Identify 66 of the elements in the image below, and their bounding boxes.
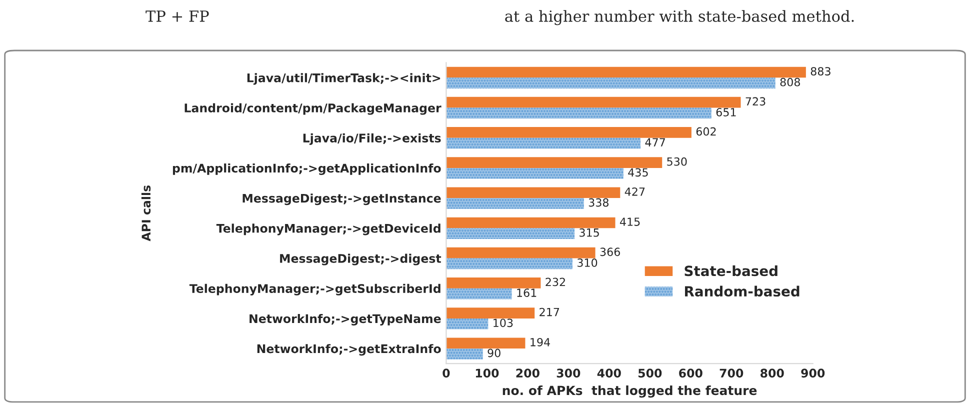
bar — [446, 308, 535, 318]
bar — [446, 288, 512, 300]
legend-label: Random-based — [685, 286, 800, 297]
x-tick-label: 700 — [720, 368, 744, 378]
data-label: 315 — [580, 228, 599, 237]
data-label: 477 — [645, 138, 665, 146]
bar — [446, 168, 624, 179]
y-tick-label: NetworkInfo;->getTypeName — [250, 314, 441, 326]
data-label: 217 — [540, 308, 560, 316]
bar — [446, 228, 575, 239]
bar — [446, 127, 692, 138]
bar — [446, 258, 572, 270]
y-axis-title: API calls — [141, 185, 151, 242]
x-tick-label: 200 — [516, 368, 540, 378]
y-tick-label: Ljava/io/File;->exists — [303, 133, 441, 145]
legend-label: State-based — [684, 265, 778, 276]
bar — [446, 247, 596, 258]
data-label: 427 — [624, 187, 645, 196]
y-tick-label: Landroid/content/pm/PackageManager — [184, 103, 442, 115]
data-label: 602 — [696, 127, 716, 136]
text: at a higher number with state-based method. — [505, 10, 854, 26]
x-tick-label: 900 — [801, 368, 825, 378]
data-label: 808 — [780, 78, 800, 86]
bar — [446, 318, 488, 330]
data-label: 435 — [628, 168, 648, 177]
data-label: 651 — [716, 108, 736, 116]
data-label: 366 — [600, 248, 620, 256]
data-label: 232 — [546, 278, 565, 286]
data-label: 530 — [667, 157, 687, 166]
data-label: 161 — [517, 288, 536, 297]
data-label: 338 — [588, 198, 609, 207]
x-tick-label: 0 — [442, 368, 450, 378]
y-tick-label: MessageDigest;->digest — [280, 254, 442, 266]
bar — [446, 138, 641, 149]
x-tick-label: 300 — [556, 368, 580, 378]
data-label: 723 — [746, 97, 766, 106]
bar — [446, 187, 620, 198]
bar — [446, 198, 584, 209]
x-tick-label: 100 — [476, 368, 499, 378]
data-label: 90 — [488, 348, 500, 358]
bar — [446, 66, 806, 78]
x-axis-title: no. of APKs that logged the feature — [502, 385, 757, 398]
data-label: 415 — [620, 218, 640, 226]
x-tick-label: 500 — [638, 368, 662, 378]
data-label: 883 — [810, 67, 830, 76]
x-tick-label: 600 — [679, 368, 702, 378]
data-label: 194 — [530, 338, 550, 346]
bar — [446, 348, 483, 360]
data-label: 310 — [578, 258, 598, 267]
bar — [446, 108, 712, 119]
bar — [446, 78, 776, 89]
bar — [446, 217, 616, 228]
text: TP + FP — [146, 10, 209, 22]
bar — [446, 157, 662, 168]
bar — [446, 338, 526, 349]
y-tick-label: TelephonyManager;->getSubscriberId — [189, 284, 440, 296]
y-tick-label: Ljava/util/TimerTask;-><init> — [247, 73, 440, 85]
data-label: 103 — [494, 318, 513, 328]
bar — [446, 278, 541, 288]
y-tick-label: TelephonyManager;->getDeviceId — [216, 224, 440, 236]
bar — [446, 96, 741, 108]
x-tick-label: 400 — [597, 368, 621, 378]
y-tick-label: pm/ApplicationInfo;->getApplicationInfo — [172, 163, 441, 175]
y-tick-label: MessageDigest;->getInstance — [242, 194, 441, 206]
x-tick-label: 800 — [760, 368, 784, 378]
y-tick-label: NetworkInfo;->getExtraInfo — [257, 344, 441, 356]
